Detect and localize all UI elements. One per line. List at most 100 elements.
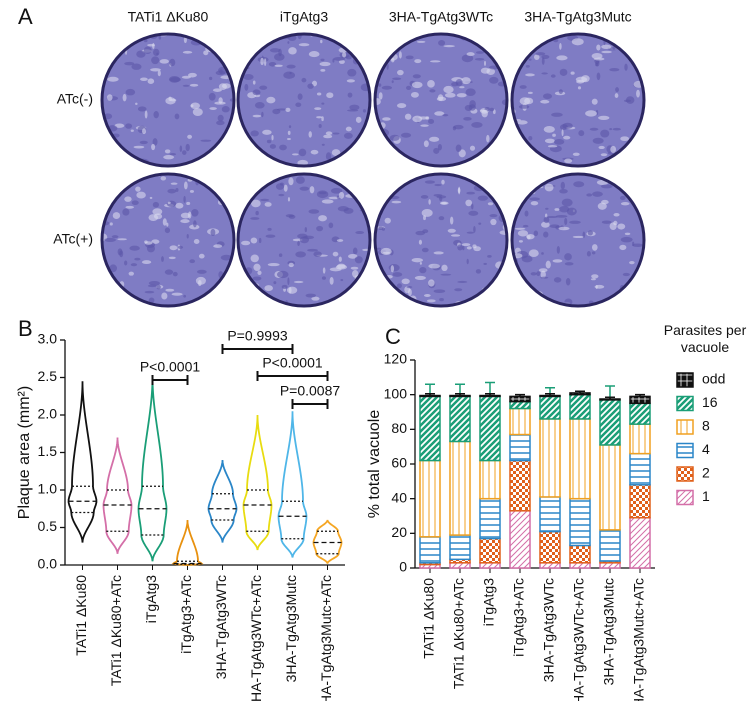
plate-texture xyxy=(392,77,402,81)
plate-texture xyxy=(180,219,190,224)
plate-texture xyxy=(601,220,612,224)
plate-texture xyxy=(429,136,440,142)
plate-texture xyxy=(406,85,412,90)
plate-texture xyxy=(181,75,191,79)
x-tick-label: TATi1 ΔKu80 xyxy=(421,578,437,659)
plate-texture xyxy=(143,38,148,43)
plate-texture xyxy=(308,209,320,214)
bar-segment xyxy=(449,562,471,569)
plate-texture xyxy=(299,186,310,191)
plate-texture xyxy=(422,229,429,234)
plate-texture xyxy=(283,71,296,79)
plate-texture xyxy=(471,121,483,128)
plate-texture xyxy=(348,253,358,259)
plate-texture xyxy=(475,269,482,274)
plate-texture xyxy=(561,129,564,137)
plate-texture xyxy=(338,59,345,64)
plate-texture xyxy=(217,114,224,122)
y-tick-label: 40 xyxy=(391,489,407,505)
plate-texture xyxy=(130,129,134,132)
plate-texture xyxy=(397,69,404,76)
bar-segment xyxy=(599,399,621,446)
plate-texture xyxy=(609,222,617,230)
plate-texture xyxy=(260,57,264,66)
plate-texture xyxy=(440,273,452,276)
plate-texture xyxy=(591,98,598,105)
plate-texture xyxy=(412,74,421,79)
plate-texture xyxy=(128,271,134,276)
plate-texture xyxy=(423,294,431,297)
error-bar xyxy=(605,396,615,399)
plate-texture xyxy=(262,129,272,135)
plate-texture xyxy=(332,132,340,135)
plate xyxy=(374,33,508,167)
plate-texture xyxy=(526,233,535,240)
plate-texture xyxy=(147,284,157,288)
plate-texture xyxy=(544,138,555,144)
plate-texture xyxy=(564,158,573,164)
plate-texture xyxy=(522,224,529,228)
plate-texture xyxy=(382,117,391,121)
plate-texture xyxy=(552,259,563,263)
error-bar xyxy=(485,393,495,396)
plate-texture xyxy=(423,140,429,148)
plate-texture xyxy=(198,253,205,259)
plate-texture xyxy=(571,38,584,46)
plate-texture xyxy=(461,243,471,247)
plate-texture xyxy=(298,148,307,157)
plate-texture xyxy=(474,57,485,61)
plate-texture xyxy=(347,109,359,112)
plate-texture xyxy=(259,85,268,90)
plate-texture xyxy=(601,44,612,49)
plate-texture xyxy=(513,253,523,259)
plate-texture xyxy=(514,227,526,230)
plate-texture xyxy=(378,83,382,87)
plate-texture xyxy=(404,113,412,120)
x-tick-label: 3HA-TgAtg3WTc xyxy=(213,575,229,679)
bar-segment xyxy=(449,534,471,561)
plate-fill xyxy=(374,173,508,307)
y-tick-label: 2.5 xyxy=(38,368,58,384)
plate-texture xyxy=(133,145,145,149)
plate-texture xyxy=(468,210,479,216)
legend-swatch xyxy=(676,489,694,506)
plate-texture xyxy=(465,199,473,207)
plate-texture xyxy=(610,145,617,154)
plate-texture xyxy=(186,201,191,206)
plate-texture xyxy=(209,76,213,81)
bar-segment xyxy=(419,394,441,398)
plate-texture xyxy=(221,106,230,113)
plate-texture xyxy=(569,220,581,224)
plate-texture xyxy=(156,284,161,290)
plate-texture xyxy=(598,115,610,120)
error-bar xyxy=(515,393,525,397)
plate-texture xyxy=(162,218,167,226)
plate-texture xyxy=(158,35,162,40)
error-bar xyxy=(575,390,585,393)
plate-texture xyxy=(586,251,591,257)
plate-texture xyxy=(450,234,461,237)
plate-texture xyxy=(189,259,196,264)
plate-texture xyxy=(564,217,568,226)
plate-texture xyxy=(428,279,435,287)
plate-texture xyxy=(332,251,339,257)
plate-texture xyxy=(443,85,454,94)
plate-texture xyxy=(590,278,596,281)
plate-texture xyxy=(622,272,630,277)
plate-texture xyxy=(320,58,325,62)
violin xyxy=(102,437,133,554)
plate-texture xyxy=(263,58,267,66)
plate-texture xyxy=(612,45,616,50)
plate-rim xyxy=(236,32,372,168)
p-value: P<0.0001 xyxy=(140,359,201,375)
y-tick-label: 0.5 xyxy=(38,518,58,534)
plate-texture xyxy=(539,268,548,273)
plate-texture xyxy=(384,217,391,224)
plate-texture xyxy=(107,76,119,82)
plate-texture xyxy=(119,250,124,258)
plate-texture xyxy=(411,81,423,89)
x-tick-label: TATi1 ΔKu80+ATc xyxy=(451,578,467,689)
plate-texture xyxy=(166,200,177,207)
plate-texture xyxy=(620,236,633,243)
plate-texture xyxy=(545,260,551,269)
